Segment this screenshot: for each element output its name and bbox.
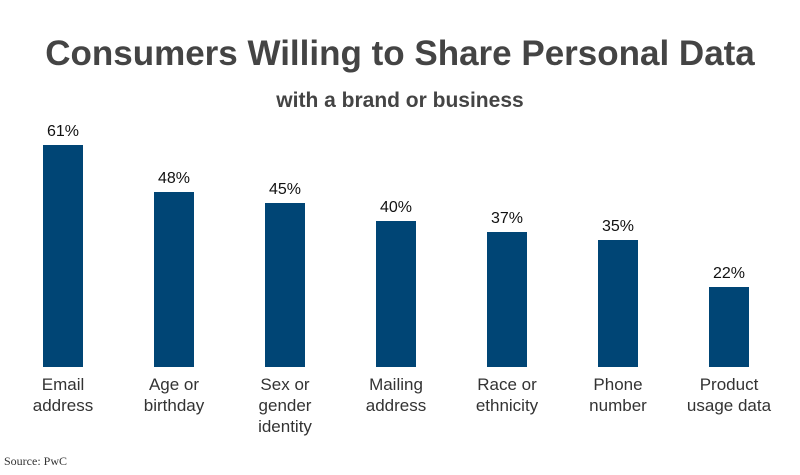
- x-tick-label: Email address: [32, 375, 94, 415]
- bar: [598, 239, 638, 367]
- data-label: 45%: [268, 181, 302, 199]
- bar: [43, 144, 83, 367]
- source-note: Source: PwC: [4, 454, 67, 468]
- x-tick-label: Race or ethnicity: [475, 375, 539, 415]
- data-label: 61%: [46, 122, 80, 140]
- bar: [376, 221, 416, 367]
- x-tick-label: Age or birthday: [143, 375, 205, 415]
- data-label: 40%: [379, 199, 413, 217]
- x-tick-label: Mailing address: [365, 375, 427, 415]
- chart-title: Consumers Willing to Share Personal Data: [45, 34, 755, 73]
- bar: [487, 232, 527, 367]
- data-label: 22%: [712, 264, 746, 282]
- data-label: 37%: [490, 210, 524, 228]
- x-tick-label: Sex or gender identity: [258, 375, 312, 436]
- bar: [265, 203, 305, 367]
- data-label: 35%: [601, 217, 635, 235]
- chart-subtitle: with a brand or business: [276, 89, 524, 112]
- bar: [709, 286, 749, 367]
- x-tick-label: Phone number: [589, 375, 647, 415]
- data-label: 48%: [157, 170, 191, 188]
- bar: [154, 192, 194, 367]
- x-tick-label: Product usage data: [686, 375, 772, 415]
